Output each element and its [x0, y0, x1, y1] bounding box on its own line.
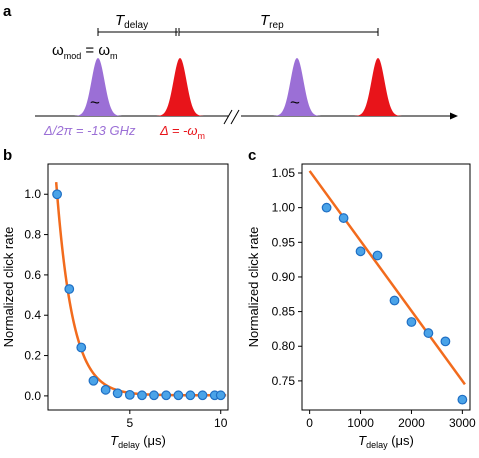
panel-b-data-point: [88, 375, 99, 386]
panel-b-data-point: [215, 390, 226, 401]
panel-c-ytick-label: 1.00: [272, 201, 296, 215]
panel-c-data-point: [389, 295, 400, 306]
panel-c-xtick-label: 0: [306, 416, 313, 430]
red-pulse-label: Δ = -ωm: [159, 123, 205, 141]
panel-c-xlabel: Tdelay (μs): [358, 433, 414, 450]
panel-c-fit-line: [308, 170, 466, 386]
purple-pulse-label: Δ/2π = -13 GHz: [43, 123, 136, 138]
panel-b-xtick-label: 10: [214, 416, 228, 430]
panel-c: c 0 1000 2000 3000 0.75 0.80 0.85 0.90 0.95 1.00 1…: [246, 147, 476, 450]
panel-b-ytick-label: 0.4: [24, 308, 41, 322]
panel-c-ylabel: Normalized click rate: [246, 227, 261, 348]
panel-c-xtick-label: 1000: [347, 416, 374, 430]
panel-c-ticks: 0 1000 2000 3000 0.75 0.80 0.85 0.90 0.95 1.00 1.0…: [272, 166, 476, 430]
panel-b-data-point: [52, 189, 62, 200]
panel-b-data-point: [112, 388, 123, 399]
panel-c-data-point: [355, 246, 366, 257]
purple-pulse-3: [273, 58, 321, 116]
axis-break-mark-1: [223, 109, 233, 125]
panel-b-data-point: [197, 390, 208, 401]
panel-b-data-points: [52, 189, 226, 401]
panel-c-ytick-label: 0.80: [272, 339, 296, 353]
panel-b-xlabel: Tdelay (μs): [110, 433, 166, 450]
pulse-sequence: [74, 58, 402, 116]
panel-c-data-point: [423, 328, 434, 338]
panel-c-xtick-label: 3000: [449, 416, 476, 430]
panel-b-fit-curve: [54, 182, 227, 397]
panel-a-letter: a: [3, 3, 12, 20]
panel-b: b 5 10 0.0 0.2 0.4 0.6 0.8 1.0 Normalized click…: [1, 147, 229, 450]
panel-b-data-point: [64, 284, 75, 294]
t-delay-label: Tdelay: [115, 12, 148, 31]
panel-c-data-point: [440, 336, 451, 347]
panel-c-ytick-label: 0.90: [272, 270, 296, 284]
panel-b-data-point: [149, 390, 159, 401]
panel-b-data-point: [137, 390, 147, 401]
panel-b-data-point: [173, 390, 184, 401]
t-rep-label: Trep: [260, 12, 284, 31]
panel-c-ytick-label: 0.85: [272, 305, 296, 319]
panel-c-data-point: [321, 202, 332, 213]
red-pulse-4: [354, 58, 402, 116]
tilde-2: ~: [290, 93, 300, 112]
panel-b-ticks: 5 10 0.0 0.2 0.4 0.6 0.8 1.0: [24, 187, 227, 430]
panel-b-ytick-label: 0.6: [24, 268, 41, 282]
panel-b-frame: [47, 163, 229, 411]
panel-c-xtick-label: 2000: [398, 416, 425, 430]
panel-b-ytick-label: 0.8: [24, 228, 41, 242]
tilde-1: ~: [90, 93, 100, 112]
panel-b-data-point: [76, 342, 87, 353]
panel-b-data-point: [100, 384, 111, 395]
panel-b-data-point: [124, 389, 135, 400]
panel-b-xtick-label: 5: [126, 416, 133, 430]
panel-b-ytick-label: 0.2: [24, 349, 41, 363]
omega-mod-label: ωmod = ωm: [52, 42, 118, 61]
panel-c-ytick-label: 1.05: [272, 166, 296, 180]
panel-c-data-point: [457, 394, 468, 405]
panel-b-ylabel: Normalized click rate: [1, 227, 16, 348]
time-axis-arrowhead: [450, 112, 458, 120]
panel-c-ytick-label: 0.75: [272, 374, 296, 388]
panel-c-data-point: [406, 317, 417, 327]
panel-c-data-points: [321, 202, 468, 405]
panel-c-letter: c: [248, 147, 256, 164]
panel-b-ytick-label: 1.0: [24, 187, 41, 201]
panel-a: a Tdelay Trep ωmod = ωm ~ ~ Δ/2π = -13 G…: [3, 3, 458, 141]
panel-b-data-point: [161, 390, 172, 401]
red-pulse-2: [156, 58, 204, 116]
panel-b-data-point: [185, 390, 196, 401]
panel-c-frame: [301, 163, 471, 411]
panel-c-data-point: [372, 250, 383, 261]
panel-b-ytick-label: 0.0: [24, 389, 41, 403]
panel-b-letter: b: [3, 147, 12, 164]
purple-pulse-1: [74, 58, 122, 116]
panel-c-data-point: [338, 213, 349, 223]
axis-break-mark-2: [230, 109, 240, 125]
panel-c-ytick-label: 0.95: [272, 235, 296, 249]
